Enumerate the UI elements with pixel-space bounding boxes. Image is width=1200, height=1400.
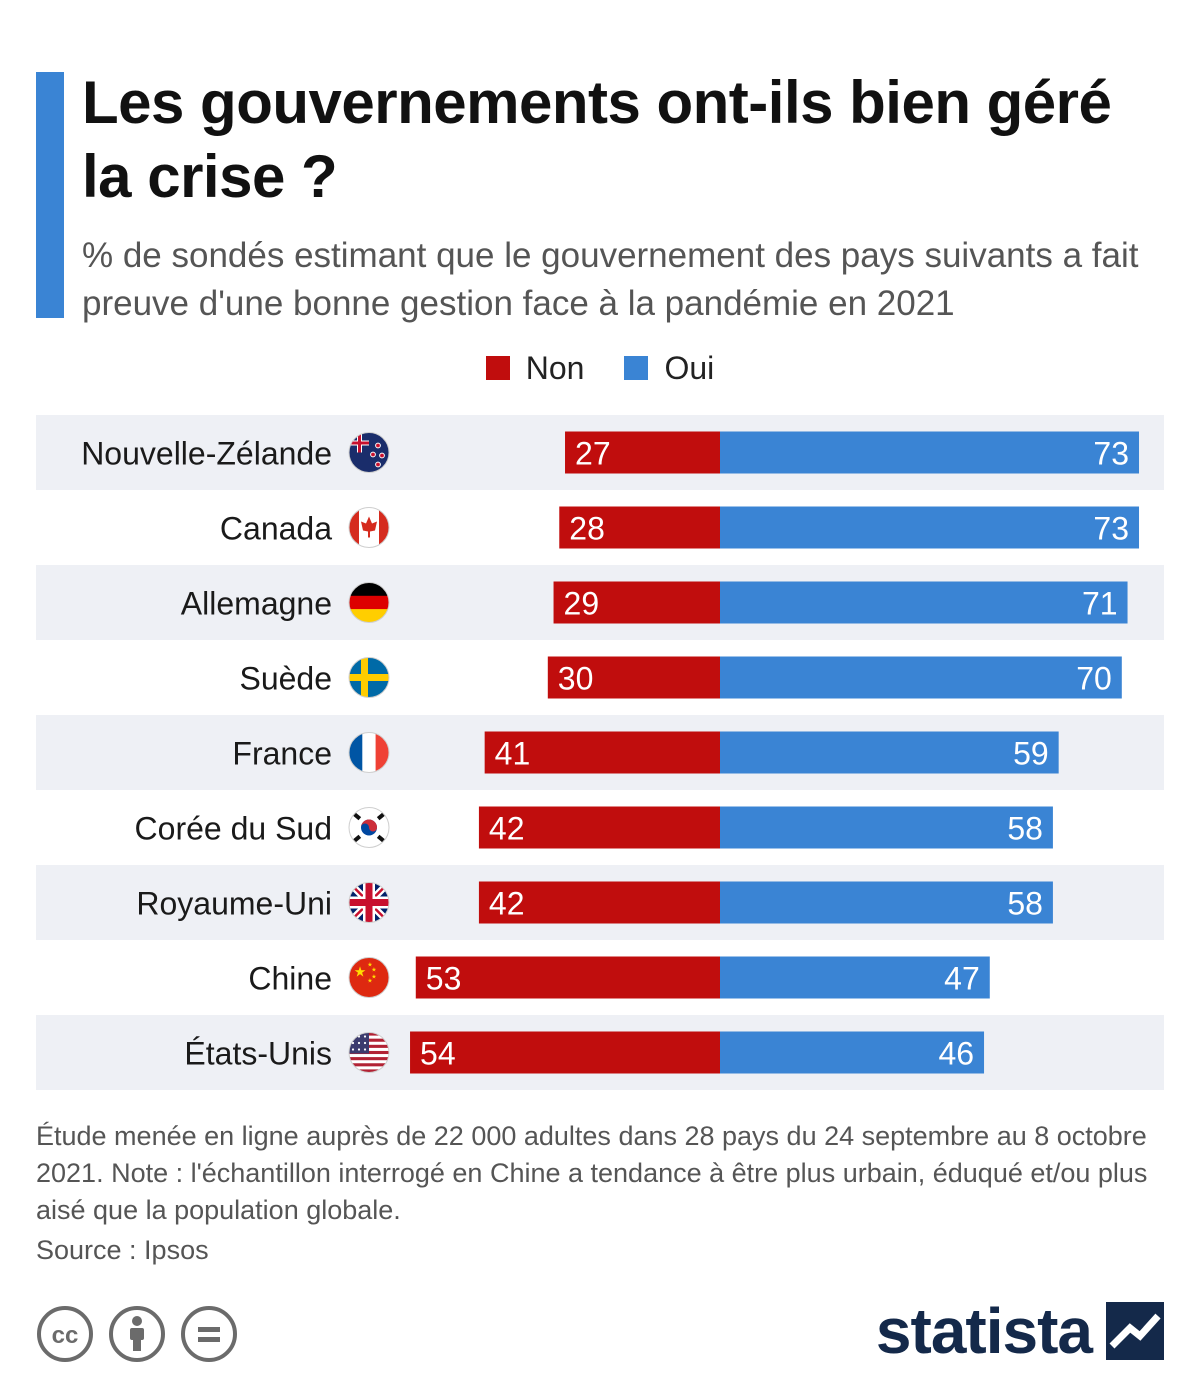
brand-wordmark: statista [875,1295,1093,1367]
footnote: Étude menée en ligne auprès de 22 000 ad… [36,1121,1148,1225]
legend-label-oui: Oui [664,349,715,386]
chart-row: Allemagne 29 71 [36,565,1164,640]
statista-logo[interactable]: statista [876,1296,1164,1366]
bar-non [415,956,720,999]
bar-oui [720,731,1059,774]
category-label: Corée du Sud [135,811,332,847]
title-accent-bar [36,72,64,318]
bar-non [410,1031,720,1074]
data-label-non: 28 [569,511,605,547]
no-derivatives-icon[interactable] [180,1305,238,1363]
svg-text:★: ★ [367,962,372,969]
chart-row: Corée du Sud 42 58 [135,806,1053,849]
data-label-oui: 70 [1076,661,1112,697]
category-label: États-Unis [184,1036,332,1072]
data-label-non: 41 [495,736,531,772]
category-label: Royaume-Uni [136,886,332,922]
svg-text:★: ★ [371,974,376,981]
bar-oui [720,506,1140,549]
category-label: Allemagne [181,586,332,622]
sweden-flag-icon [348,657,390,698]
creative-commons-icon[interactable]: cc [36,1305,94,1363]
svg-text:cc: cc [52,1322,79,1349]
bar-non [553,581,720,624]
chart-row: France 41 59 [36,715,1164,790]
uk-flag-icon [348,882,390,923]
bar-non [478,806,720,849]
legend-swatch-non [485,356,510,380]
attribution-icon[interactable] [108,1305,166,1363]
data-label-oui: 71 [1082,586,1118,622]
data-label-non: 30 [558,661,594,697]
bar-oui [720,431,1140,474]
license-icons: cc [36,1305,252,1363]
chart-row: Royaume-Uni 42 58 [36,865,1164,940]
france-flag-icon [348,732,390,773]
svg-text:★: ★ [354,965,367,981]
bar-oui [720,956,990,999]
bar-oui [720,806,1053,849]
data-label-oui: 47 [944,961,980,997]
legend-label-non: Non [525,349,585,386]
chart-row: Suède 30 70 [239,656,1122,699]
data-label-oui: 73 [1093,436,1129,472]
new-zealand-flag-icon [348,432,390,473]
data-label-oui: 46 [938,1036,974,1072]
legend: Non Oui [0,346,1200,390]
data-label-oui: 58 [1007,886,1043,922]
source-note: Source : Ipsos [36,1235,209,1265]
bar-non [565,431,720,474]
south-korea-flag-icon [348,807,390,848]
data-label-non: 27 [575,436,611,472]
data-label-non: 53 [426,961,462,997]
category-label: Suède [239,661,332,697]
chart-row: États-Unis 54 46 [36,1015,1164,1090]
bar-non [478,881,720,924]
chart-row: Canada 28 73 [220,506,1140,549]
statista-mark-icon [1106,1302,1164,1360]
data-label-oui: 73 [1093,511,1129,547]
category-label: Canada [220,511,332,547]
data-label-oui: 59 [1013,736,1049,772]
china-flag-icon: ★ ★★★★ [348,957,390,998]
usa-flag-icon [348,1032,390,1073]
data-label-non: 42 [489,811,525,847]
legend-swatch-oui [624,356,649,380]
canada-flag-icon [348,507,390,548]
bar-non [547,656,720,699]
bar-oui [720,881,1053,924]
data-label-non: 42 [489,886,525,922]
chart-title: Les gouvernements ont-ils bien géré la c… [82,69,1112,210]
data-label-non: 54 [420,1036,456,1072]
category-label: Nouvelle-Zélande [81,436,332,472]
bar-oui [720,581,1128,624]
data-label-non: 29 [564,586,600,622]
chart-row: Nouvelle-Zélande 27 73 [36,415,1164,490]
chart-subtitle: % de sondés estimant que le gouvernement… [82,236,1139,323]
germany-flag-icon [348,582,390,623]
bar-oui [720,1031,985,1074]
svg-text:★: ★ [367,978,372,985]
bar-non [559,506,720,549]
svg-text:★: ★ [371,967,376,974]
category-label: Chine [248,961,332,997]
chart-row: Chine ★ ★★★★ 53 47 [248,956,990,999]
legend-item-oui: Oui [624,350,714,387]
bar-non [484,731,720,774]
bar-oui [720,656,1122,699]
legend-item-non: Non [485,349,585,387]
data-label-oui: 58 [1007,811,1043,847]
category-label: France [232,736,332,772]
